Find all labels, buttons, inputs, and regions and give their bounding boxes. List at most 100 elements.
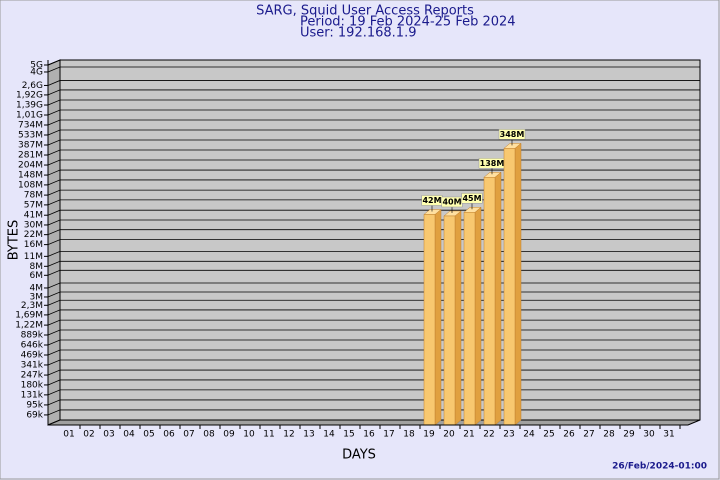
y-tick-label: 6M (30, 271, 44, 281)
grid-line (47, 109, 700, 116)
y-tick-label: 148M (18, 171, 43, 181)
bar (463, 212, 476, 426)
x-tick-label: 09 (223, 430, 235, 440)
x-tick-label: 12 (283, 430, 294, 440)
y-tick-label: 69k (26, 410, 43, 420)
y-tick-label: 1,01G (16, 111, 43, 121)
grid-line (47, 59, 700, 66)
x-tick-label: 18 (403, 430, 415, 440)
y-tick-label: 646k (21, 340, 44, 350)
value-label-box (498, 129, 526, 140)
y-tick-label: 95k (26, 400, 43, 410)
bar (503, 148, 516, 426)
value-label: 42M (422, 196, 441, 205)
x-tick-label: 31 (663, 430, 674, 440)
x-tick-label: 30 (643, 430, 655, 440)
y-tick-label: 1,69M (15, 310, 43, 320)
bar-side (514, 142, 522, 426)
y-tick-label: 57M (24, 200, 43, 210)
x-tick-label: 10 (243, 430, 255, 440)
chart-subtitle: User: 192.168.1.9 (300, 26, 416, 41)
x-tick-label: 11 (263, 430, 274, 440)
y-tick-label: 281M (18, 151, 43, 161)
x-tick-label: 29 (623, 430, 635, 440)
y-tick-label: 41M (24, 211, 43, 221)
grid (47, 59, 700, 416)
grid-line (47, 80, 700, 86)
x-tick-label: 22 (483, 430, 494, 440)
grid-line (47, 139, 700, 146)
bar-side (454, 210, 462, 426)
y-tick-label: 533M (18, 131, 43, 141)
y-tick-label: 2,3M (21, 301, 43, 311)
bar (443, 215, 456, 426)
x-tick-label: 21 (463, 430, 474, 440)
y-tick-label: 22M (24, 230, 43, 240)
bar (483, 177, 496, 426)
x-tick-label: 17 (383, 430, 394, 440)
y-tick-label: 16M (24, 240, 43, 250)
value-label: 348M (500, 130, 525, 139)
x-tick-label: 07 (183, 430, 194, 440)
x-tick-label: 04 (123, 430, 135, 440)
bar (423, 214, 436, 426)
value-label: 45M (462, 194, 481, 203)
grid-line (47, 169, 700, 176)
y-axis-label: BYTES (7, 220, 22, 261)
x-tick-label: 25 (543, 430, 554, 440)
y-tick-label: 8M (30, 262, 44, 272)
y-tick-label: 2,6G (22, 81, 43, 91)
y-tick-label: 30M (24, 220, 43, 230)
bar-side (434, 208, 442, 426)
x-tick-label: 24 (523, 430, 535, 440)
y-tick-label: 341k (21, 360, 44, 370)
value-label-box (461, 193, 483, 204)
x-tick-label: 08 (203, 430, 215, 440)
x-tick-label: 20 (443, 430, 455, 440)
y-tick-label: 4G (30, 67, 43, 77)
bars: 42M 40M 45M 138M 348M (421, 129, 526, 426)
y-tick-label: 247k (21, 371, 44, 381)
grid-line (47, 129, 700, 136)
x-tick-label: 15 (343, 430, 354, 440)
y-tick-label: 108M (18, 180, 43, 190)
grid-line (47, 99, 700, 106)
y-tick-label: 734M (18, 120, 43, 130)
x-tick-label: 19 (423, 430, 435, 440)
y-tick-label: 889k (21, 331, 44, 341)
chart-subtitle: Period: 19 Feb 2024-25 Feb 2024 (300, 15, 516, 30)
value-label: 138M (480, 159, 505, 168)
x-tick-label: 16 (363, 430, 375, 440)
x-tick-label: 05 (143, 430, 154, 440)
grid-line (47, 119, 700, 126)
y-tick-label: 5G (30, 61, 43, 71)
bar-side (494, 171, 502, 426)
x-axis-label: DAYS (342, 448, 376, 463)
footer: 26/Feb/2024-01:00 (612, 462, 707, 472)
chart-title: SARG, Squid User Access Reports (256, 4, 474, 19)
x-tick-label: 28 (603, 430, 615, 440)
grid-line (47, 66, 700, 73)
y-tick-label: 78M (24, 191, 43, 201)
y-tick-label: 3M (30, 292, 44, 302)
x-tick-label: 23 (503, 430, 514, 440)
grid-line (47, 89, 700, 96)
x-tick-label: 02 (83, 430, 94, 440)
y-tick-label: 204M (18, 161, 43, 171)
x-tick-label: 06 (163, 430, 175, 440)
x-tick-label: 14 (323, 430, 335, 440)
y-tick-label: 1,39G (16, 101, 43, 111)
x-tick-label: 01 (63, 430, 74, 440)
y-tick-label: 11M (24, 252, 43, 262)
y-tick-label: 1,22M (15, 321, 43, 331)
y-tick-label: 1,92G (16, 90, 43, 100)
y-tick-label: 4M (30, 283, 44, 293)
value-label: 40M (442, 197, 461, 206)
bar-side (474, 206, 482, 426)
y-tick-label: 387M (18, 141, 43, 151)
y-tick-label: 131k (21, 390, 44, 400)
x-tick-label: 26 (563, 430, 575, 440)
grid-line (47, 149, 700, 156)
x-tick-label: 27 (583, 430, 594, 440)
